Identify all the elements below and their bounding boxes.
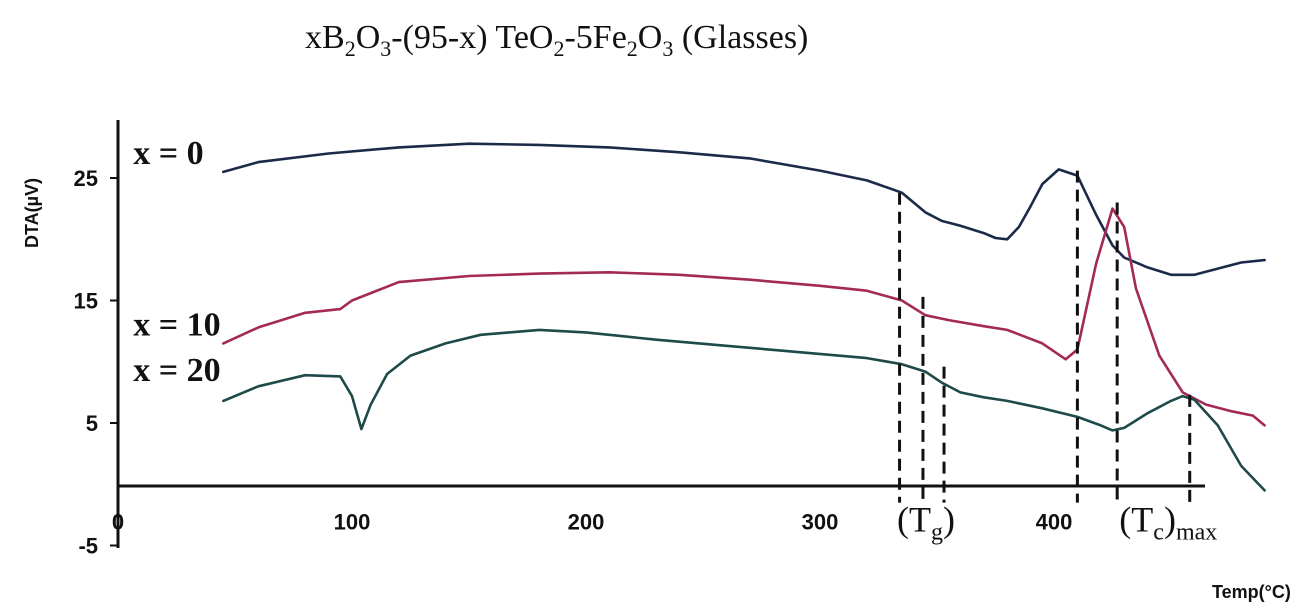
y-tick-label: 15 bbox=[74, 289, 98, 314]
x-tick-label: 200 bbox=[568, 510, 605, 535]
annotation-tg: (Tg) bbox=[897, 500, 955, 546]
x-tick-label: 0 bbox=[112, 510, 124, 535]
x-tick-label: 100 bbox=[334, 510, 371, 535]
chart-title: xB2O3-(95-x) TeO2-5Fe2O3 (Glasses) bbox=[305, 19, 808, 61]
y-tick-label: -5 bbox=[78, 534, 98, 559]
series-line-1 bbox=[222, 207, 1266, 427]
series-label: x = 20 bbox=[133, 352, 220, 389]
series-label: x = 10 bbox=[133, 306, 220, 343]
series-line-0 bbox=[222, 142, 1266, 277]
y-ticks: 25 15 5 -5 bbox=[74, 166, 118, 559]
series-label: x = 0 bbox=[133, 135, 203, 172]
y-tick-label: 5 bbox=[86, 411, 98, 436]
x-tick-label: 400 bbox=[1036, 510, 1073, 535]
series-line-2 bbox=[222, 328, 1266, 492]
annotation-tc-max: (Tc)max bbox=[1119, 500, 1217, 546]
x-tick-label: 300 bbox=[802, 510, 839, 535]
series-lines bbox=[222, 142, 1266, 492]
annotations: (Tg) (Tc)max bbox=[897, 500, 1217, 546]
x-ticks: 0 100 200 300 400 bbox=[112, 510, 1072, 535]
dashed-markers bbox=[898, 170, 1192, 503]
series-labels: x = 0 x = 10 x = 20 bbox=[133, 135, 220, 389]
y-axis-title: DTA(µV) bbox=[22, 178, 42, 248]
x-axis-title: Temp(°C) bbox=[1212, 582, 1290, 602]
y-tick-label: 25 bbox=[74, 166, 98, 191]
